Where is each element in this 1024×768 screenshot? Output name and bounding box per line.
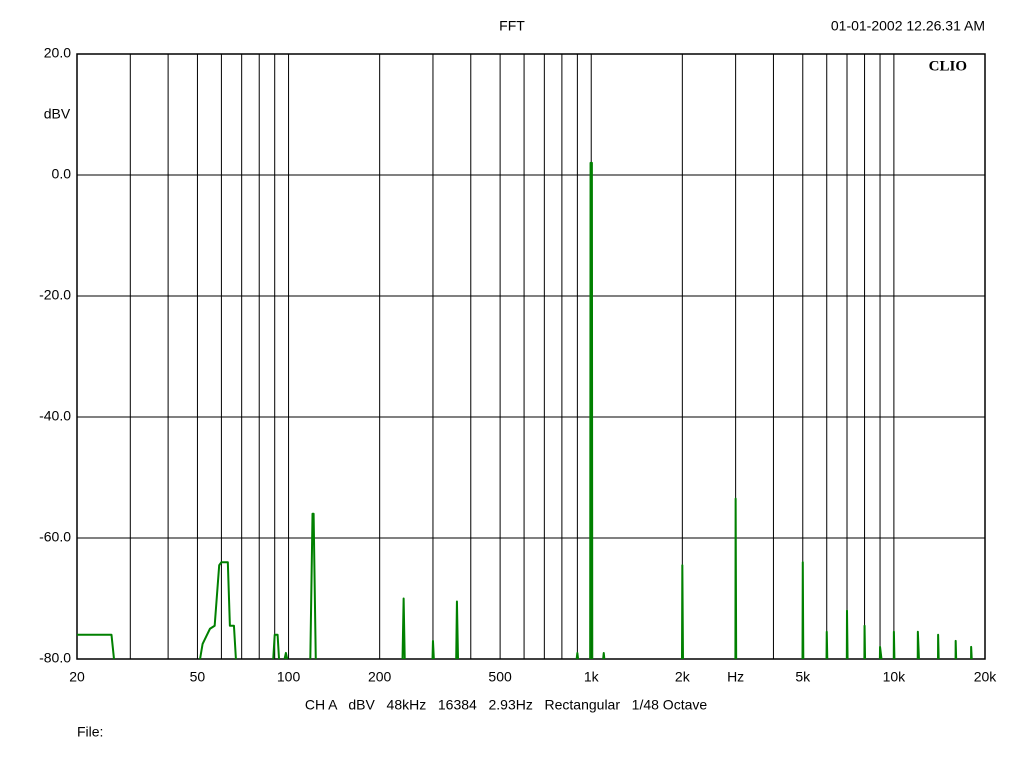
plot-frame [76,53,986,660]
x-tick-label: 20 [69,669,85,685]
y-axis-label: dBV [44,106,71,122]
x-tick-label: Hz [727,669,744,685]
x-tick-label: 50 [190,669,206,685]
y-tick-label: 20.0 [44,45,71,61]
y-tick-label: 0.0 [52,166,72,182]
x-tick-label: 100 [277,669,301,685]
x-tick-label: 5k [795,669,811,685]
y-tick-label: -40.0 [39,408,71,424]
logo: CLIO [929,58,967,74]
chart-title: FFT [499,18,525,34]
x-tick-label: 10k [883,669,907,685]
x-tick-label: 20k [974,669,998,685]
x-tick-label: 2k [675,669,691,685]
x-tick-label: 500 [488,669,512,685]
y-tick-label: -60.0 [39,529,71,545]
footer: CH A dBV 48kHz 16384 2.93Hz Rectangular … [305,697,708,713]
x-tick-label: 1k [584,669,600,685]
y-tick-label: -80.0 [39,650,71,666]
x-tick-label: 200 [368,669,392,685]
spectrum-line [77,161,973,660]
file-label: File: [77,724,103,740]
timestamp: 01-01-2002 12.26.31 AM [831,18,985,34]
y-tick-label: -20.0 [39,287,71,303]
